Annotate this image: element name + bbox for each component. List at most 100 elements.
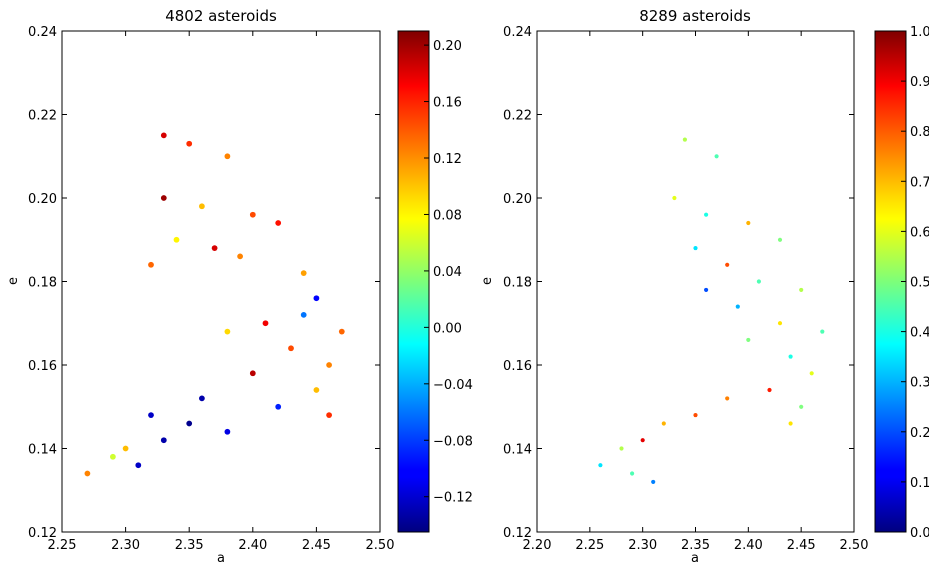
left-ytick-label: 0.18 — [28, 276, 57, 291]
left-scatter-points — [84, 132, 345, 477]
right-ytick-label: 0.20 — [503, 192, 532, 207]
left-xtick-label: 2.50 — [366, 538, 395, 553]
right-point — [630, 471, 635, 476]
left-xtick-label: 2.30 — [111, 538, 140, 553]
left-point — [186, 140, 193, 147]
right-cbar-tick-label: 0.8 — [910, 125, 929, 140]
right-point — [651, 479, 656, 484]
right-chart: 8289 asteroids 2.20 2.25 2.30 2.35 2.40 2.45 2… — [480, 7, 868, 563]
left-plot-frame — [61, 30, 381, 533]
right-point — [756, 279, 761, 284]
right-ylabel: e — [480, 277, 495, 285]
right-point — [820, 329, 825, 334]
left-point — [313, 295, 320, 302]
left-point — [237, 253, 243, 260]
left-point — [249, 211, 256, 218]
right-ytick-label: 0.16 — [503, 359, 532, 374]
left-cbar-tick-label: 0.16 — [433, 96, 462, 111]
right-point — [704, 212, 709, 217]
left-point — [148, 261, 154, 268]
left-point — [199, 203, 205, 210]
left-xlabel: a — [217, 551, 225, 563]
left-point — [110, 453, 116, 460]
left-colorbar-ticks: −0.12 −0.08 −0.04 0.00 0.04 0.08 0.12 0.16 0.20 — [424, 39, 473, 506]
right-point — [704, 287, 709, 292]
left-point — [160, 132, 167, 139]
right-xtick-label: 2.30 — [628, 538, 657, 553]
left-ylabel: e — [6, 277, 21, 285]
right-point — [672, 195, 677, 201]
left-point — [300, 270, 307, 276]
left-axes: 2.25 2.30 2.35 2.40 2.45 2.50 0.12 0.14 0.16 0.18… — [28, 25, 394, 553]
right-point — [693, 246, 698, 251]
right-cbar-tick-label: 0.6 — [910, 225, 929, 240]
left-point — [173, 236, 180, 243]
left-point — [224, 328, 231, 335]
right-ytick-label: 0.14 — [503, 443, 532, 458]
right-scatter-points — [598, 137, 825, 484]
right-xtick-label: 2.20 — [523, 538, 552, 553]
left-point — [288, 345, 294, 352]
right-colorbar-gradient — [874, 30, 907, 533]
right-cbar-tick-label: 1.0 — [910, 25, 929, 40]
left-point — [300, 312, 307, 318]
left-xtick-label: 2.40 — [238, 538, 267, 553]
left-xtick-label: 2.35 — [175, 538, 204, 553]
left-cbar-tick-label: 0.20 — [433, 39, 462, 54]
left-point — [249, 370, 256, 377]
right-cbar-tick-label: 0.9 — [910, 75, 929, 90]
right-cbar-tick-label: 0.3 — [910, 376, 929, 391]
left-point — [326, 362, 332, 368]
left-point — [122, 445, 129, 452]
left-ytick-label: 0.22 — [28, 109, 57, 124]
left-cbar-tick-label: −0.12 — [433, 491, 473, 506]
right-point — [777, 321, 783, 326]
right-ytick-label: 0.22 — [503, 109, 532, 124]
right-point — [809, 371, 814, 376]
right-ytick-label: 0.18 — [503, 276, 532, 291]
right-point — [788, 421, 793, 426]
left-cbar-tick-label: −0.04 — [433, 378, 473, 393]
right-point — [799, 404, 804, 409]
right-axes: 2.20 2.25 2.30 2.35 2.40 2.45 2.50 0.12 0.14 0.16… — [503, 25, 868, 553]
left-point — [148, 412, 154, 418]
right-cbar-tick-label: 0.1 — [910, 476, 929, 491]
right-xtick-label: 2.50 — [840, 538, 869, 553]
left-point — [338, 328, 345, 335]
left-point — [275, 220, 282, 226]
left-cbar-tick-label: −0.08 — [433, 434, 473, 449]
right-point — [619, 446, 624, 451]
left-point — [186, 420, 193, 427]
left-point — [160, 437, 167, 444]
left-colorbar: −0.12 −0.08 −0.04 0.00 0.04 0.08 0.12 0.16 0.20 — [397, 30, 473, 533]
right-point — [661, 421, 666, 426]
right-chart-title: 8289 asteroids — [639, 7, 751, 25]
right-point — [777, 237, 783, 242]
left-cbar-tick-label: 0.00 — [433, 321, 462, 336]
right-point — [640, 438, 645, 443]
left-cbar-tick-label: 0.04 — [433, 265, 462, 280]
left-point — [84, 470, 91, 477]
right-ytick-label: 0.24 — [503, 25, 532, 40]
right-plot-frame — [536, 30, 855, 533]
right-point — [725, 262, 730, 267]
left-point — [275, 403, 282, 410]
left-cbar-tick-label: 0.12 — [433, 152, 462, 167]
left-point — [160, 195, 167, 201]
right-colorbar-ticks: 0.0 0.1 0.2 0.3 0.4 0.5 0.6 0.7 0.8 0.9 1.0 — [901, 25, 929, 541]
left-point — [313, 387, 320, 393]
left-ytick-label: 0.16 — [28, 359, 57, 374]
left-ytick-label: 0.14 — [28, 443, 57, 458]
left-cbar-tick-label: 0.08 — [433, 208, 462, 223]
right-point — [682, 137, 687, 142]
right-colorbar: 0.0 0.1 0.2 0.3 0.4 0.5 0.6 0.7 0.8 0.9 1.0 — [874, 25, 929, 541]
right-xtick-label: 2.45 — [787, 538, 816, 553]
left-chart-title: 4802 asteroids — [165, 7, 277, 25]
right-xlabel: a — [691, 551, 699, 563]
left-point — [135, 462, 142, 469]
right-point — [746, 337, 751, 342]
right-cbar-tick-label: 0.7 — [910, 175, 929, 190]
left-xtick-label: 2.45 — [302, 538, 331, 553]
right-point — [767, 387, 772, 393]
